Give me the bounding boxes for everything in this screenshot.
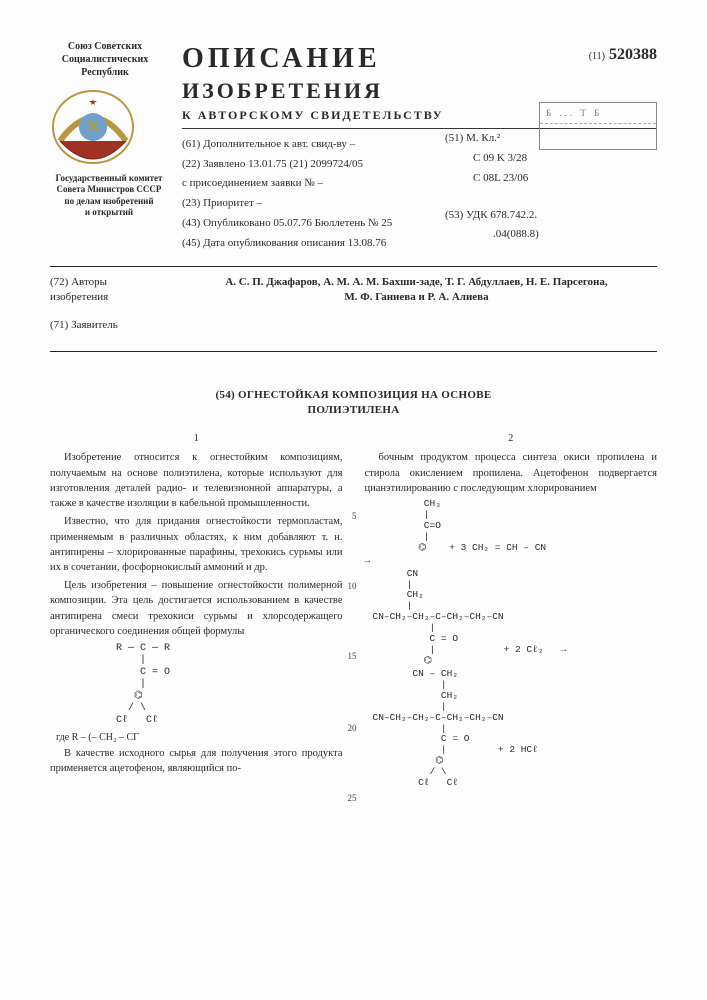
field-53-b: .04(088.8) bbox=[493, 227, 539, 242]
library-stamp: Б ... Т Б bbox=[539, 102, 657, 150]
col1-formula: R — C — R | C = O | ⌬ / \ Cℓ Cℓ bbox=[80, 643, 343, 727]
field-53-a: 678.742.2. bbox=[490, 209, 537, 221]
org-line2: Социалистических bbox=[62, 54, 148, 65]
committee-l3: по делам изобретений bbox=[64, 196, 153, 206]
field-51-a: C 09 K 3/28 bbox=[473, 151, 539, 166]
authors-row: (72) Авторы изобретения А. С. П. Джафаро… bbox=[50, 275, 657, 305]
divider-2 bbox=[50, 351, 657, 352]
header: Союз Советских Социалистических Республи… bbox=[50, 40, 657, 256]
field-22: (22) Заявлено 13.01.75 (21) 2099724/05 bbox=[182, 157, 657, 172]
authors-label: (72) Авторы изобретения bbox=[50, 275, 160, 305]
body-columns: 1 Изобретение относится к огнестойким ко… bbox=[50, 432, 657, 791]
divider-1 bbox=[50, 266, 657, 267]
committee-name: Государственный комитет Совета Министров… bbox=[50, 173, 168, 218]
authors-names: А. С. П. Джафаров, А. М. А. М. Бахши-зад… bbox=[176, 275, 657, 305]
field-43: (43) Опубликовано 05.07.76 Бюллетень № 2… bbox=[182, 216, 657, 231]
lineno-25: 25 bbox=[348, 792, 357, 805]
lineno-5: 5 bbox=[352, 510, 357, 523]
col2-p1: бочным продуктом процесса синтеза окиси … bbox=[365, 450, 658, 496]
patent-no-value: 520388 bbox=[609, 46, 657, 63]
title-54-l2: ПОЛИЭТИЛЕНА bbox=[307, 404, 399, 416]
committee-l2: Совета Министров СССР bbox=[57, 184, 162, 194]
field-53-label: (53) УДК bbox=[445, 209, 488, 221]
col2-number: 2 bbox=[365, 432, 658, 447]
arrow-1: → bbox=[365, 556, 658, 567]
col1-where: где R – (– CH₂ – CГ bbox=[56, 731, 343, 746]
field-51-label: (51) М. Кл.² bbox=[445, 131, 539, 146]
applicant-label: (71) Заявитель bbox=[50, 319, 118, 331]
org-line1: Союз Советских bbox=[68, 41, 142, 52]
org-name: Союз Советских Социалистических Республи… bbox=[50, 40, 160, 79]
ussr-emblem-icon bbox=[50, 87, 168, 167]
field-51-b: C 08L 23/06 bbox=[473, 171, 539, 186]
col2-scheme-b: CN | CH₂ | CN–CH₂–CH₂–C–CH₂–CH₂–CN | C =… bbox=[373, 569, 658, 667]
left-org-block: Союз Советских Социалистических Республи… bbox=[50, 40, 168, 256]
col2-scheme-c: CN – CH₂ | CH₂ | CN–CH₂–CH₂–C–CH₂–CH₂–CN… bbox=[373, 669, 658, 789]
column-1: 1 Изобретение относится к огнестойким ко… bbox=[50, 432, 343, 791]
col1-p2: Известно, что для придания огнестойкости… bbox=[50, 514, 343, 575]
patent-number: (11) 520388 bbox=[589, 44, 657, 66]
patent-prefix: (11) bbox=[589, 51, 605, 62]
page: Союз Советских Социалистических Республи… bbox=[0, 0, 707, 1000]
title-54-l1: ОГНЕСТОЙКАЯ КОМПОЗИЦИЯ НА ОСНОВЕ bbox=[238, 389, 492, 401]
authors-l1: А. С. П. Джафаров, А. М. А. М. Бахши-зад… bbox=[225, 276, 607, 288]
lineno-10: 10 bbox=[348, 580, 357, 593]
main-title-1: ОПИСАНИЕ bbox=[182, 40, 657, 78]
col1-p1: Изобретение относится к огнестойким комп… bbox=[50, 450, 343, 511]
authors-l2: М. Ф. Ганиева и Р. А. Алиева bbox=[344, 291, 488, 303]
applicant-row: (71) Заявитель bbox=[50, 318, 657, 333]
stamp-text: Б ... Т Б bbox=[540, 103, 656, 124]
col1-number: 1 bbox=[50, 432, 343, 447]
col2-scheme-a: CH₃ | C=O | ⌬ + 3 CH₂ = CH – CN bbox=[373, 499, 658, 554]
lineno-20: 20 bbox=[348, 722, 357, 735]
field-22b: с присоединением заявки № – bbox=[182, 176, 657, 191]
field-23: (23) Приоритет – bbox=[182, 196, 657, 211]
title-54-n: (54) bbox=[215, 389, 235, 401]
field-53: (53) УДК 678.742.2. bbox=[445, 208, 539, 223]
column-2: 2 бочным продуктом процесса синтеза окис… bbox=[365, 432, 658, 791]
biblio-fields-right: (51) М. Кл.² C 09 K 3/28 C 08L 23/06 (53… bbox=[445, 126, 539, 247]
committee-l4: и открытий bbox=[85, 207, 133, 217]
field-45: (45) Дата опубликования описания 13.08.7… bbox=[182, 236, 657, 251]
col1-p3: Цель изобретения – повышение огнестойкос… bbox=[50, 578, 343, 639]
org-line3: Республик bbox=[81, 67, 129, 78]
committee-l1: Государственный комитет bbox=[56, 173, 163, 183]
invention-title: (54) ОГНЕСТОЙКАЯ КОМПОЗИЦИЯ НА ОСНОВЕ ПО… bbox=[50, 388, 657, 418]
col1-p4: В качестве исходного сырья для получения… bbox=[50, 746, 343, 776]
biblio-fields-left: (61) Дополнительное к авт. свид-ву – (22… bbox=[182, 137, 657, 251]
lineno-15: 15 bbox=[348, 650, 357, 663]
